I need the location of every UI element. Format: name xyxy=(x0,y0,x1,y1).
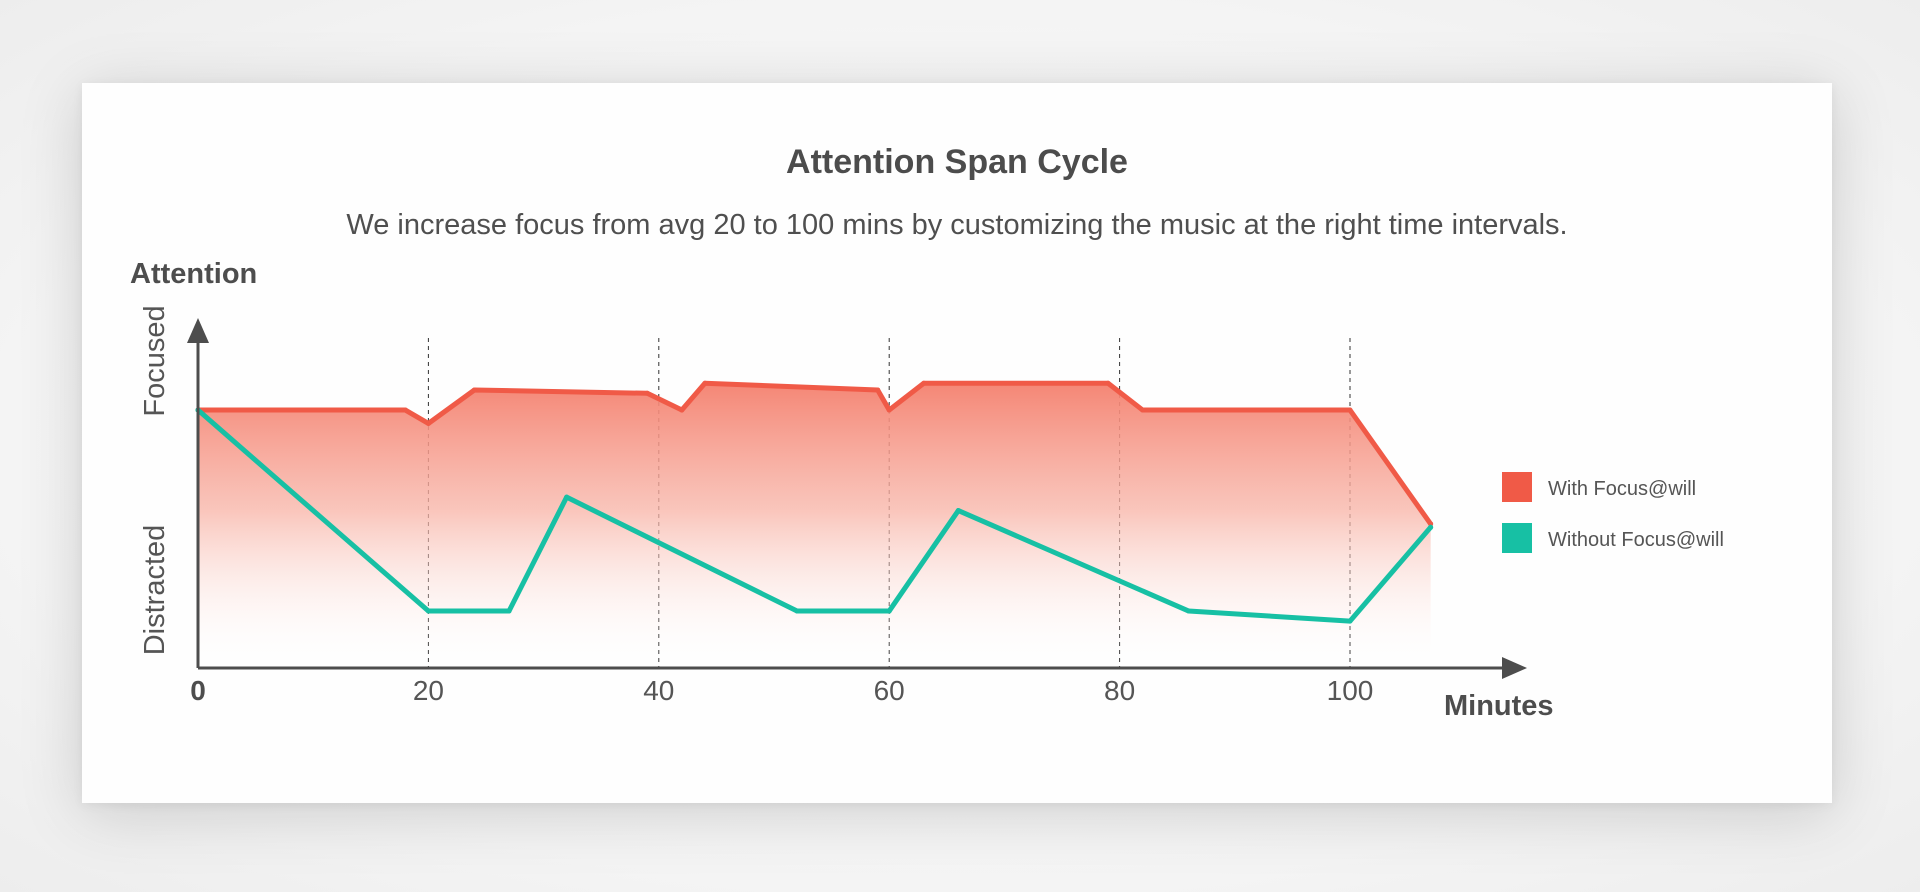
without-focus-point-8 xyxy=(1347,618,1353,624)
with-focus-area xyxy=(198,383,1431,668)
without-focus-point-2 xyxy=(506,608,512,614)
x-axis-label: Minutes xyxy=(1444,690,1554,722)
with-focus-point-4 xyxy=(644,390,650,396)
attention-chart: Attention Focused Distracted 0 20 40 60 80 10… xyxy=(130,258,1724,722)
chart-title: Attention Span Cycle xyxy=(786,143,1128,181)
area-layer xyxy=(198,383,1431,668)
legend-swatch-with xyxy=(1502,472,1532,502)
axes xyxy=(187,318,1527,679)
legend: With Focus@will Without Focus@will xyxy=(1502,472,1724,553)
with-focus-point-5 xyxy=(679,407,685,413)
x-tick-label-80: 80 xyxy=(1104,675,1135,706)
with-focus-point-7 xyxy=(875,387,881,393)
without-focus-point-5 xyxy=(886,608,892,614)
y-category-focused: Focused xyxy=(139,305,171,416)
legend-label-with: With Focus@will xyxy=(1548,478,1696,500)
with-focus-point-2 xyxy=(425,420,431,426)
legend-label-without: Without Focus@will xyxy=(1548,529,1724,551)
with-focus-point-8 xyxy=(886,407,892,413)
x-tick-label-40: 40 xyxy=(643,675,674,706)
without-focus-point-1 xyxy=(425,608,431,614)
chart-card: Attention Span Cycle We increase focus f… xyxy=(82,83,1832,803)
without-focus-point-4 xyxy=(794,608,800,614)
with-focus-point-12 xyxy=(1347,407,1353,413)
y-axis-label: Attention xyxy=(130,258,257,290)
without-focus-point-9 xyxy=(1428,524,1434,530)
with-focus-point-11 xyxy=(1140,407,1146,413)
with-focus-point-6 xyxy=(702,380,708,386)
without-focus-line xyxy=(195,407,1434,624)
x-tick-label-20: 20 xyxy=(413,675,444,706)
chart-subtitle: We increase focus from avg 20 to 100 min… xyxy=(346,209,1568,241)
without-focus-point-3 xyxy=(564,494,570,500)
with-focus-line xyxy=(195,380,1434,527)
y-axis-arrow-icon xyxy=(187,318,209,343)
x-ticks: 0 20 40 60 80 100 xyxy=(190,675,1373,706)
x-tick-label-60: 60 xyxy=(874,675,905,706)
x-axis-arrow-icon xyxy=(1502,657,1527,679)
without-focus-point-6 xyxy=(955,508,961,514)
with-focus-point-10 xyxy=(1105,380,1111,386)
without-focus-point-7 xyxy=(1186,608,1192,614)
with-focus-point-1 xyxy=(402,407,408,413)
with-focus-point-3 xyxy=(471,387,477,393)
y-category-distracted: Distracted xyxy=(139,525,171,656)
with-focus-point-9 xyxy=(921,380,927,386)
legend-swatch-without xyxy=(1502,523,1532,553)
x-tick-label-0: 0 xyxy=(190,675,206,706)
x-tick-label-100: 100 xyxy=(1327,675,1374,706)
